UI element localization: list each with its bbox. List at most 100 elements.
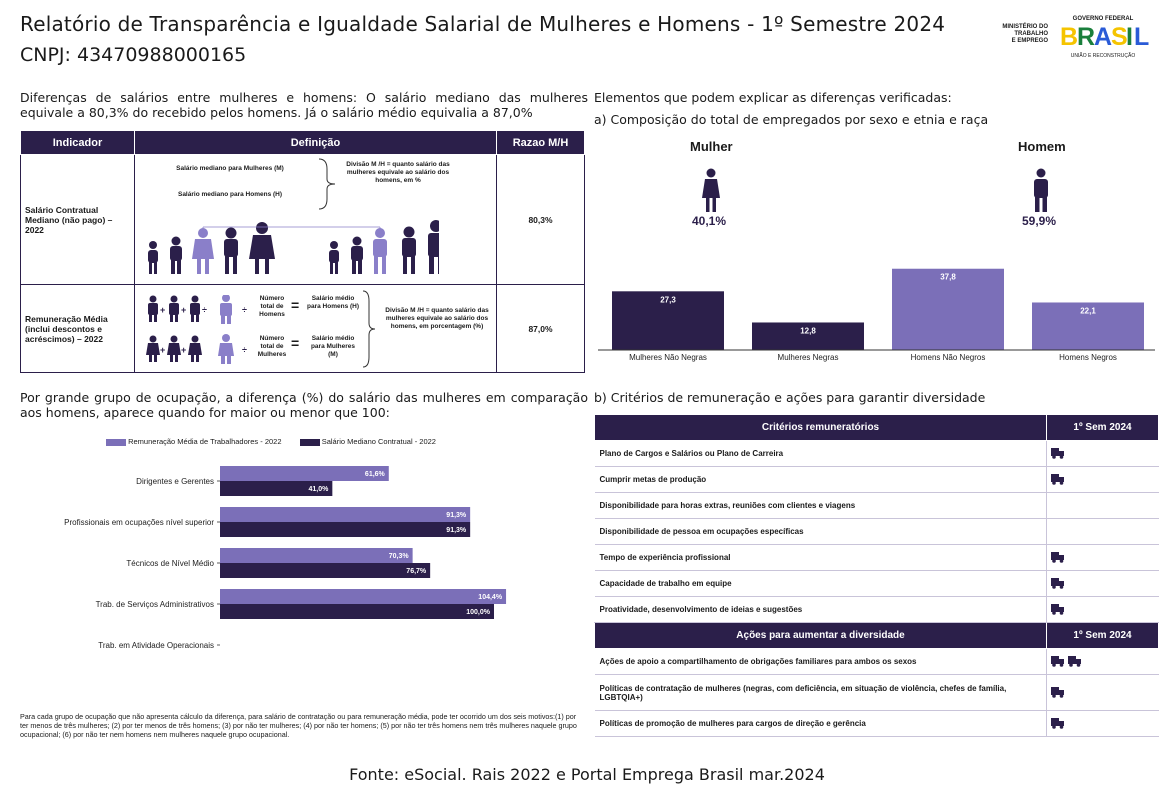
men-label: Homem (1018, 139, 1066, 154)
indicator-median: Salário Contratual Mediano (não pago) – … (20, 154, 135, 285)
composition-value-label: 12,8 (800, 326, 816, 335)
brasil-wordmark: B R A S I L (1060, 23, 1150, 51)
composition-value-label: 37,8 (940, 273, 956, 282)
composition-value-label: 22,1 (1080, 306, 1096, 315)
svg-text:+: + (160, 305, 165, 315)
occupation-bar (220, 548, 413, 563)
composition-category-label: Mulheres Não Negras (629, 353, 707, 362)
chart-legend: Remuneração Média de Trabalhadores - 202… (106, 437, 436, 446)
occupation-category-label: Dirigentes e Gerentes (136, 477, 214, 486)
definition-median: Salário mediano para Mulheres (M) Salári… (134, 154, 497, 285)
occupation-bar (220, 604, 494, 619)
actions-row-label: Políticas de promoção de mulheres para c… (594, 710, 1047, 737)
man-icon (1034, 168, 1048, 212)
svg-text:÷: ÷ (202, 305, 207, 315)
composition-value-label: 27,3 (660, 295, 676, 304)
svg-text:÷: ÷ (242, 305, 247, 315)
composition-bar (612, 291, 724, 350)
composition-heading: a) Composição do total de empregados por… (594, 112, 989, 127)
criteria-row-label: Tempo de experiência profissional (594, 544, 1047, 571)
actions-row: Políticas de contratação de mulheres (ne… (594, 674, 1159, 711)
truck-icon (1051, 578, 1064, 589)
criteria-row: Capacidade de trabalho em equipe (594, 570, 1159, 597)
gov-brasil-logo: GOVERNO FEDERAL B R A S I L UNIÃO E RECO… (1060, 16, 1150, 59)
occupation-bar (220, 481, 333, 496)
criteria-row-label: Plano de Cargos e Salários ou Plano de C… (594, 440, 1047, 467)
criteria-row-status (1046, 466, 1159, 493)
occupation-value-label: 70,3% (389, 553, 410, 560)
criteria-table: Critérios remuneratórios 1º Sem 2024 Plano… (594, 414, 1159, 737)
truck-icon (1051, 718, 1064, 729)
occupation-bar (220, 589, 507, 604)
occupation-category-label: Trab. em Atividade Operacionais (98, 641, 214, 650)
criteria-row-status (1046, 544, 1159, 571)
composition-category-label: Homens Não Negros (911, 353, 986, 362)
indicator-table: Indicador Definição Razao M/H Salário Co… (20, 130, 585, 373)
page-title: Relatório de Transparência e Igualdade S… (20, 12, 946, 36)
actions-row-label: Ações de apoio a compartilhamento de obr… (594, 648, 1047, 675)
occupation-value-label: 104,4% (478, 594, 503, 601)
criteria-row: Disponibilidade para horas extras, reuni… (594, 492, 1159, 519)
equals-icon: = (291, 335, 300, 351)
criteria-row-label: Capacidade de trabalho em equipe (594, 570, 1047, 597)
people-icons (148, 220, 439, 274)
actions-header-label: Ações para aumentar a diversidade (594, 622, 1047, 649)
actions-header: Ações para aumentar a diversidade 1º Sem … (594, 622, 1159, 649)
ratio-mean: 87,0% (496, 284, 585, 373)
truck-icon (1051, 656, 1064, 667)
woman-icon (702, 168, 720, 212)
composition-category-label: Mulheres Negras (778, 353, 839, 362)
composition-category-label: Homens Negros (1059, 353, 1117, 362)
criteria-heading: b) Critérios de remuneração e ações para… (594, 390, 986, 405)
occupation-bar (220, 563, 431, 578)
actions-row-label: Políticas de contratação de mulheres (ne… (594, 674, 1047, 711)
legend-label-median: Salário Mediano Contratual - 2022 (321, 437, 436, 446)
source-text: Fonte: eSocial. Rais 2022 e Portal Empre… (349, 765, 825, 784)
occupation-bar (220, 466, 389, 481)
truck-icon (1051, 604, 1064, 615)
criteria-row: Proatividade, desenvolvimento de ideias … (594, 596, 1159, 623)
criteria-row: Plano de Cargos e Salários ou Plano de C… (594, 440, 1159, 467)
women-percent: 40,1% (692, 214, 727, 228)
occupation-value-label: 91,3% (446, 527, 467, 534)
actions-row: Políticas de promoção de mulheres para c… (594, 710, 1159, 737)
sum-people-icons: + + ÷ + + ÷ ÷ (146, 295, 247, 364)
criteria-header-period: 1º Sem 2024 (1046, 414, 1159, 441)
occupation-bar (220, 522, 471, 537)
occupation-bar-chart: Dirigentes e Gerentes 61,6% 41,0% Profissio… (64, 466, 507, 650)
criteria-row-label: Disponibilidade de pessoa em ocupações e… (594, 518, 1047, 545)
criteria-row: Cumprir metas de produção (594, 466, 1159, 493)
occupation-category-label: Profissionais em ocupações nível superio… (64, 518, 214, 527)
truck-icon (1051, 687, 1064, 698)
truck-icon (1051, 474, 1064, 485)
col-definicao: Definição (134, 130, 497, 155)
col-razao: Razao M/H (496, 130, 585, 155)
criteria-row: Disponibilidade de pessoa em ocupações e… (594, 518, 1159, 545)
legend-swatch-mean (106, 438, 126, 446)
cnpj-text: CNPJ: 43470988000165 (20, 44, 247, 66)
footnote: Para cada grupo de ocupação que não apre… (20, 712, 577, 739)
criteria-header: Critérios remuneratórios 1º Sem 2024 (594, 414, 1159, 441)
occupation-value-label: 41,0% (308, 486, 329, 493)
criteria-row-label: Proatividade, desenvolvimento de ideias … (594, 596, 1047, 623)
actions-header-period: 1º Sem 2024 (1046, 622, 1159, 649)
legend-swatch-median (299, 438, 320, 446)
svg-text:+: + (181, 305, 186, 315)
occupation-bar (220, 507, 471, 522)
women-label: Mulher (690, 139, 733, 154)
occupation-value-label: 91,3% (446, 512, 467, 519)
criteria-row-label: Disponibilidade para horas extras, reuni… (594, 492, 1047, 519)
brace-icon (362, 290, 376, 368)
occupation-intro: Por grande grupo de ocupação, a diferenç… (20, 390, 588, 420)
svg-text:÷: ÷ (242, 345, 247, 355)
actions-row-status (1046, 674, 1159, 711)
legend-label-mean: Remuneração Média de Trabalhadores - 202… (128, 437, 282, 446)
men-percent: 59,9% (1022, 214, 1057, 228)
brace-icon (318, 158, 336, 210)
occupation-value-label: 76,7% (406, 568, 427, 575)
actions-row-status (1046, 648, 1159, 675)
criteria-row-status (1046, 596, 1159, 623)
occupation-category-label: Técnicos de Nível Médio (126, 559, 214, 568)
actions-row-status (1046, 710, 1159, 737)
criteria-row-status (1046, 492, 1159, 519)
